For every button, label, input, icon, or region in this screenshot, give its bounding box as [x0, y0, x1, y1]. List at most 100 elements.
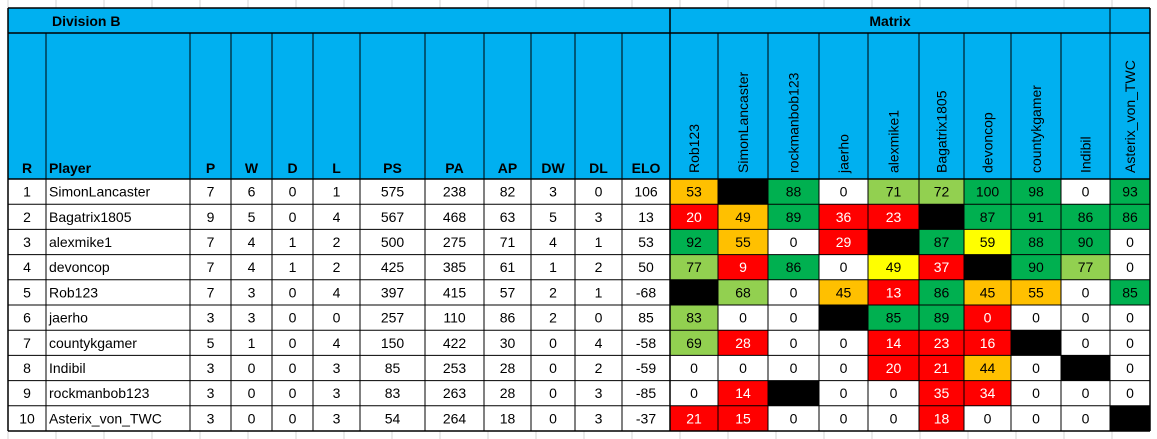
cell-r[interactable]: 8: [23, 360, 31, 376]
matrix-cell[interactable]: [964, 254, 1011, 280]
cell-dl[interactable]: 0: [595, 310, 603, 326]
matrix-cell[interactable]: 0: [1061, 279, 1110, 305]
cell-ps[interactable]: 575: [381, 184, 405, 200]
matrix-cell[interactable]: 37: [919, 254, 964, 280]
cell-l[interactable]: 4: [333, 209, 341, 225]
cell-r[interactable]: 9: [23, 385, 31, 401]
matrix-cell[interactable]: 0: [768, 229, 819, 255]
matrix-cell[interactable]: 0: [1110, 305, 1150, 331]
matrix-cell[interactable]: 0: [1110, 380, 1150, 406]
matrix-cell[interactable]: 89: [919, 305, 964, 331]
cell-r[interactable]: 5: [23, 284, 31, 300]
matrix-cell[interactable]: 0: [819, 380, 868, 406]
cell-dw[interactable]: 5: [549, 209, 557, 225]
cell-d[interactable]: 0: [289, 385, 297, 401]
cell-r[interactable]: 7: [23, 335, 31, 351]
matrix-cell[interactable]: 0: [1061, 405, 1110, 431]
matrix-cell[interactable]: 21: [919, 355, 964, 381]
cell-ps[interactable]: 425: [381, 259, 405, 275]
cell-player[interactable]: rockmanbob123: [49, 385, 150, 401]
cell-player[interactable]: countykgamer: [49, 335, 137, 351]
cell-ap[interactable]: 82: [500, 184, 516, 200]
cell-ap[interactable]: 28: [500, 385, 516, 401]
cell-d[interactable]: 0: [289, 284, 297, 300]
matrix-cell[interactable]: 0: [1061, 179, 1110, 205]
cell-d[interactable]: 0: [289, 209, 297, 225]
matrix-cell[interactable]: 0: [670, 380, 718, 406]
cell-player[interactable]: devoncop: [49, 259, 110, 275]
cell-ap[interactable]: 57: [500, 284, 516, 300]
matrix-cell[interactable]: 44: [964, 355, 1011, 381]
matrix-cell[interactable]: [1011, 330, 1061, 356]
matrix-cell[interactable]: 0: [1011, 305, 1061, 331]
matrix-cell[interactable]: 0: [819, 330, 868, 356]
matrix-cell[interactable]: 87: [919, 229, 964, 255]
cell-elo[interactable]: -85: [636, 385, 656, 401]
cell-dw[interactable]: 0: [549, 385, 557, 401]
matrix-cell[interactable]: 14: [868, 330, 919, 356]
matrix-cell[interactable]: 36: [819, 204, 868, 230]
cell-p[interactable]: 7: [207, 284, 215, 300]
matrix-cell[interactable]: 69: [670, 330, 718, 356]
matrix-cell[interactable]: 0: [819, 254, 868, 280]
matrix-cell[interactable]: 55: [718, 229, 768, 255]
matrix-cell[interactable]: 0: [819, 179, 868, 205]
cell-pa[interactable]: 110: [443, 310, 466, 326]
cell-p[interactable]: 3: [207, 410, 215, 426]
cell-dw[interactable]: 1: [549, 259, 557, 275]
matrix-cell[interactable]: 0: [1110, 355, 1150, 381]
matrix-cell[interactable]: 0: [1061, 305, 1110, 331]
matrix-cell[interactable]: 90: [1011, 254, 1061, 280]
matrix-cell[interactable]: 0: [1061, 380, 1110, 406]
matrix-cell[interactable]: 0: [1011, 405, 1061, 431]
cell-ap[interactable]: 63: [500, 209, 516, 225]
cell-r[interactable]: 2: [23, 209, 31, 225]
cell-player[interactable]: Indibil: [49, 360, 86, 376]
cell-l[interactable]: 3: [333, 410, 341, 426]
cell-w[interactable]: 3: [248, 310, 256, 326]
cell-pa[interactable]: 275: [443, 234, 467, 250]
cell-ps[interactable]: 397: [381, 284, 405, 300]
matrix-cell[interactable]: [718, 179, 768, 205]
cell-l[interactable]: 0: [333, 310, 341, 326]
matrix-cell[interactable]: 0: [718, 305, 768, 331]
cell-p[interactable]: 3: [207, 360, 215, 376]
cell-l[interactable]: 2: [333, 234, 341, 250]
cell-l[interactable]: 3: [333, 385, 341, 401]
cell-w[interactable]: 1: [248, 335, 256, 351]
cell-elo[interactable]: 106: [634, 184, 658, 200]
matrix-cell[interactable]: [1110, 405, 1150, 431]
cell-dw[interactable]: 4: [549, 234, 557, 250]
cell-w[interactable]: 4: [248, 234, 256, 250]
matrix-cell[interactable]: 0: [1110, 330, 1150, 356]
matrix-cell[interactable]: 98: [1011, 179, 1061, 205]
cell-dl[interactable]: 3: [595, 385, 603, 401]
matrix-cell[interactable]: 0: [768, 305, 819, 331]
cell-r[interactable]: 1: [23, 184, 31, 200]
cell-player[interactable]: alexmike1: [49, 234, 112, 250]
matrix-cell[interactable]: 16: [964, 330, 1011, 356]
matrix-cell[interactable]: 0: [964, 405, 1011, 431]
cell-dw[interactable]: 3: [549, 184, 557, 200]
cell-pa[interactable]: 253: [443, 360, 467, 376]
matrix-cell[interactable]: 0: [819, 355, 868, 381]
matrix-cell[interactable]: 90: [1061, 229, 1110, 255]
matrix-cell[interactable]: 72: [919, 179, 964, 205]
cell-pa[interactable]: 264: [443, 410, 467, 426]
cell-dl[interactable]: 1: [595, 284, 603, 300]
matrix-cell[interactable]: 49: [718, 204, 768, 230]
cell-ap[interactable]: 28: [500, 360, 516, 376]
cell-ap[interactable]: 30: [500, 335, 516, 351]
cell-pa[interactable]: 415: [443, 284, 467, 300]
cell-w[interactable]: 6: [248, 184, 256, 200]
cell-player[interactable]: Rob123: [49, 284, 98, 300]
matrix-cell[interactable]: 55: [1011, 279, 1061, 305]
cell-d[interactable]: 0: [289, 335, 297, 351]
cell-w[interactable]: 0: [248, 410, 256, 426]
cell-d[interactable]: 1: [289, 234, 297, 250]
matrix-cell[interactable]: 86: [1061, 204, 1110, 230]
matrix-cell[interactable]: 0: [819, 405, 868, 431]
cell-w[interactable]: 0: [248, 360, 256, 376]
cell-ap[interactable]: 86: [500, 310, 516, 326]
cell-w[interactable]: 3: [248, 284, 256, 300]
